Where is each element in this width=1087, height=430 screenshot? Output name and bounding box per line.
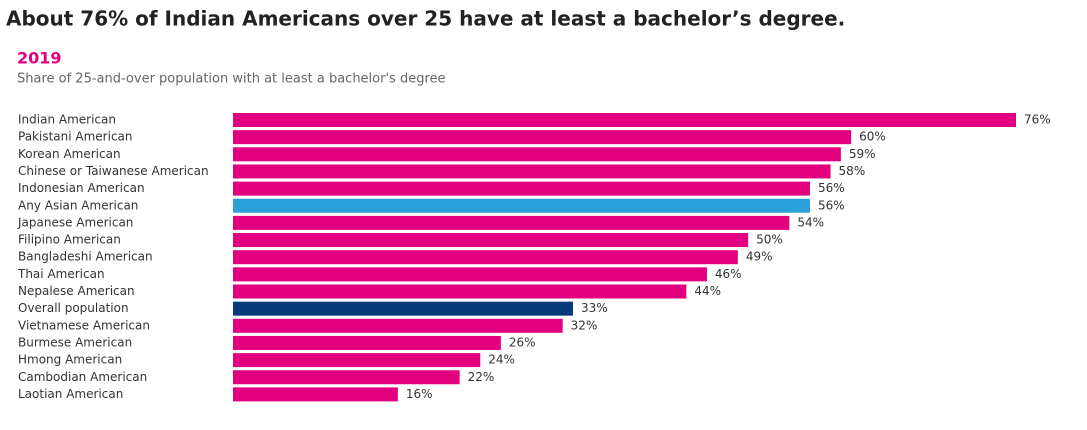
value-label: 56% (818, 181, 845, 195)
category-label: Indonesian American (18, 181, 145, 195)
bar (233, 387, 398, 402)
bar (233, 250, 738, 265)
bar (233, 181, 810, 196)
category-label: Pakistani American (18, 130, 133, 144)
bar (233, 318, 563, 333)
value-label: 54% (797, 215, 824, 229)
category-label: Thai American (17, 267, 105, 281)
bar (233, 130, 852, 145)
category-label: Cambodian American (18, 370, 147, 384)
bar (233, 284, 687, 299)
value-label: 46% (715, 267, 742, 281)
category-label: Overall population (18, 301, 129, 315)
category-label: Laotian American (18, 387, 123, 401)
category-label: Japanese American (17, 215, 133, 229)
chart-description: Share of 25-and-over population with at … (17, 72, 446, 87)
bar (233, 353, 481, 368)
bar (233, 233, 749, 248)
bar (233, 164, 831, 179)
category-label: Bangladeshi American (18, 250, 153, 264)
value-label: 56% (818, 198, 845, 212)
value-label: 22% (468, 370, 495, 384)
category-label: Korean American (18, 147, 121, 161)
value-label: 32% (571, 318, 598, 332)
chart-title: About 76% of Indian Americans over 25 ha… (6, 7, 845, 31)
bar (233, 113, 1016, 127)
bar (233, 215, 790, 230)
value-label: 59% (849, 147, 876, 161)
value-label: 26% (509, 335, 536, 349)
category-label: Indian American (18, 113, 116, 127)
category-label: Filipino American (18, 233, 121, 247)
value-label: 33% (581, 301, 608, 315)
value-label: 76% (1024, 113, 1051, 127)
value-label: 60% (859, 130, 886, 144)
category-label: Chinese or Taiwanese American (18, 164, 209, 178)
bar (233, 267, 707, 282)
value-label: 49% (746, 250, 773, 264)
category-label: Vietnamese American (18, 318, 150, 332)
bar (233, 147, 841, 162)
category-label: Burmese American (18, 335, 132, 349)
bar (233, 198, 810, 213)
value-label: 16% (406, 387, 433, 401)
value-label: 24% (488, 353, 515, 367)
category-label: Nepalese American (18, 284, 135, 298)
category-label: Any Asian American (18, 198, 138, 212)
bar (233, 335, 501, 350)
bar (233, 370, 460, 385)
value-label: 44% (694, 284, 721, 298)
value-label: 58% (839, 164, 866, 178)
chart-subtitle: 2019 (17, 49, 62, 68)
value-label: 50% (756, 233, 783, 247)
category-label: Hmong American (18, 353, 122, 367)
bar (233, 301, 573, 316)
